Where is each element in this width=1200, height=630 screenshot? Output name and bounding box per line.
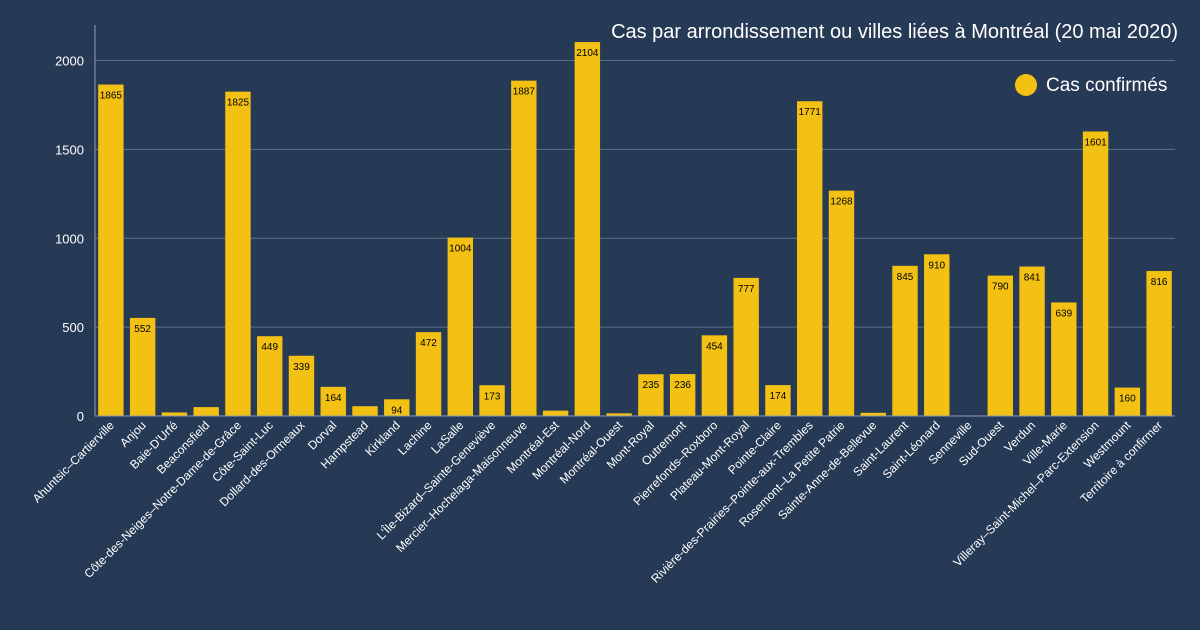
- bar-value-label: 1268: [830, 197, 853, 208]
- bar-value-label: 1771: [799, 107, 822, 118]
- bar-value-label: 449: [261, 342, 278, 353]
- y-tick-label: 2000: [55, 54, 84, 69]
- bar: [733, 277, 759, 416]
- bar: [447, 237, 473, 416]
- bar: [669, 374, 696, 416]
- bar-value-label: 164: [325, 393, 342, 404]
- bar-value-label: 1825: [227, 98, 250, 109]
- bar-value-labels: 1865 552 1825 449 339 164 94 472 1004 173 1887 2104…: [100, 48, 1168, 416]
- bar-value-label: 174: [770, 391, 787, 402]
- bar-value-label: 94: [391, 405, 403, 416]
- bar-value-label: 841: [1024, 273, 1041, 284]
- bar: [257, 336, 283, 416]
- bar: [606, 413, 632, 416]
- bar: [574, 42, 601, 416]
- y-tick-label: 1000: [55, 231, 84, 246]
- bar: [320, 386, 346, 416]
- bar: [797, 101, 823, 417]
- bars: [98, 42, 1172, 417]
- legend-swatch-icon: [1015, 74, 1037, 96]
- bar-value-label: 790: [992, 282, 1009, 293]
- bar-value-label: 1865: [100, 91, 123, 102]
- y-tick-label: 0: [77, 409, 84, 424]
- bar: [479, 385, 505, 416]
- bar: [511, 80, 537, 417]
- bar: [193, 407, 219, 416]
- bar: [225, 91, 251, 416]
- bar-value-label: 910: [928, 260, 945, 271]
- bar-value-label: 639: [1055, 308, 1072, 319]
- bar-value-label: 552: [134, 324, 151, 335]
- bar: [98, 84, 124, 416]
- y-tick-label: 500: [62, 320, 84, 335]
- bar: [924, 254, 950, 416]
- bar-value-label: 816: [1151, 277, 1168, 288]
- bar: [542, 410, 569, 416]
- bar-value-label: 845: [897, 272, 914, 283]
- bar: [701, 335, 728, 416]
- bar-value-label: 235: [643, 380, 660, 391]
- bar-value-label: 236: [674, 380, 691, 391]
- y-axis-ticks: 0 500 1000 1500 2000: [55, 54, 84, 424]
- chart-title: Cas par arrondissement ou villes liées à…: [611, 21, 1178, 43]
- bar-value-label: 160: [1119, 394, 1136, 405]
- bar-value-label: 2104: [576, 48, 599, 59]
- bar: [860, 412, 886, 416]
- bar-value-label: 777: [738, 284, 755, 295]
- legend-label: Cas confirmés: [1046, 75, 1167, 96]
- bar: [638, 374, 664, 416]
- bar: [1114, 387, 1141, 416]
- bar: [892, 265, 918, 416]
- bar-value-label: 472: [420, 338, 437, 349]
- bar: [1146, 270, 1172, 416]
- bar-value-label: 339: [293, 362, 310, 373]
- bar-value-label: 1887: [513, 87, 536, 98]
- y-tick-label: 1500: [55, 142, 84, 157]
- bar: [1082, 131, 1109, 417]
- legend[interactable]: Cas confirmés: [1015, 74, 1167, 96]
- bar: [352, 406, 378, 416]
- bar: [1019, 266, 1045, 416]
- bar: [288, 355, 315, 416]
- bar-value-label: 173: [484, 391, 501, 402]
- bar: [987, 275, 1013, 416]
- bar-value-label: 1004: [449, 244, 472, 255]
- bar: [765, 385, 791, 416]
- bar: [161, 412, 188, 416]
- bar: [384, 399, 410, 416]
- bar: [1051, 302, 1077, 416]
- bar-value-label: 454: [706, 341, 723, 352]
- bar: [415, 332, 442, 416]
- bar: [129, 317, 156, 416]
- bar: [828, 190, 855, 416]
- bar-value-label: 1601: [1084, 137, 1107, 148]
